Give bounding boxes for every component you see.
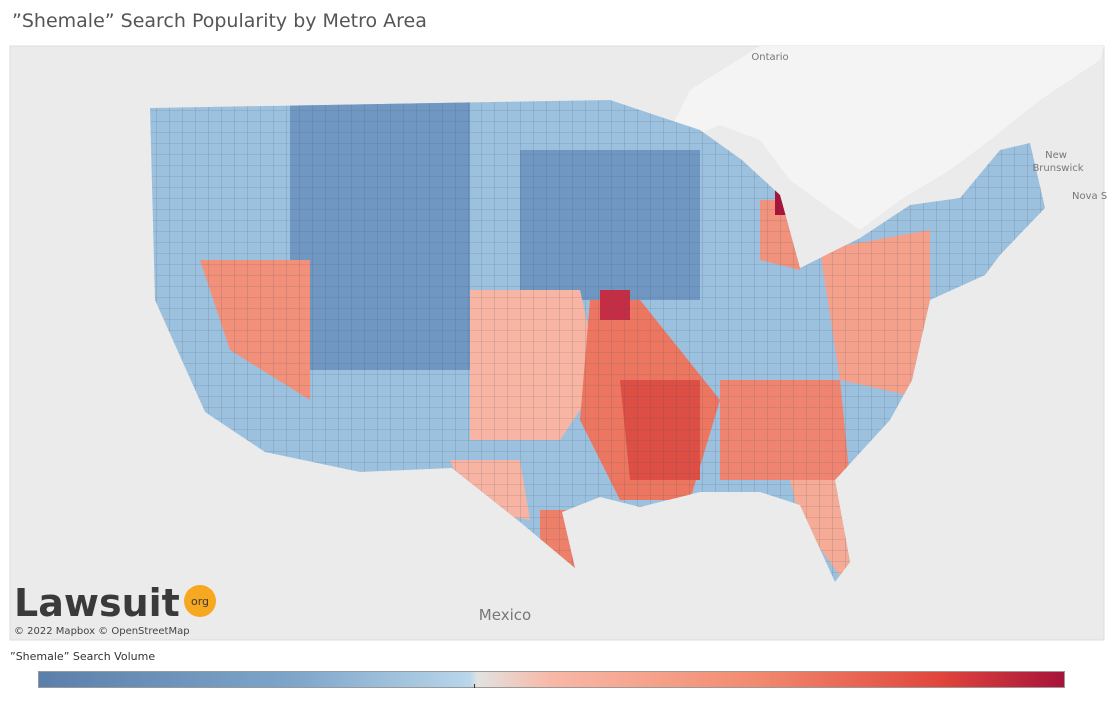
logo: Lawsuit [14, 581, 180, 625]
logo-suffix: org [191, 595, 209, 608]
title: ”Shemale” Search Popularity by Metro Are… [12, 10, 427, 32]
water [660, 46, 1104, 230]
attribution: © 2022 Mapbox © OpenStreetMap [14, 626, 190, 637]
map-label: Mexico [479, 606, 531, 624]
color-bar-tick [474, 684, 475, 688]
map: Ontario New Brunswick Nova S Mexico Laws… [9, 45, 1107, 641]
map-label: Brunswick [1032, 163, 1083, 174]
map-label: New [1045, 150, 1067, 161]
map-label: Nova S [1072, 191, 1107, 202]
logo-badge [184, 585, 216, 617]
legend-title: ”Shemale” Search Volume [10, 650, 156, 663]
color-bar [38, 671, 1065, 688]
map-label: Ontario [751, 52, 788, 63]
